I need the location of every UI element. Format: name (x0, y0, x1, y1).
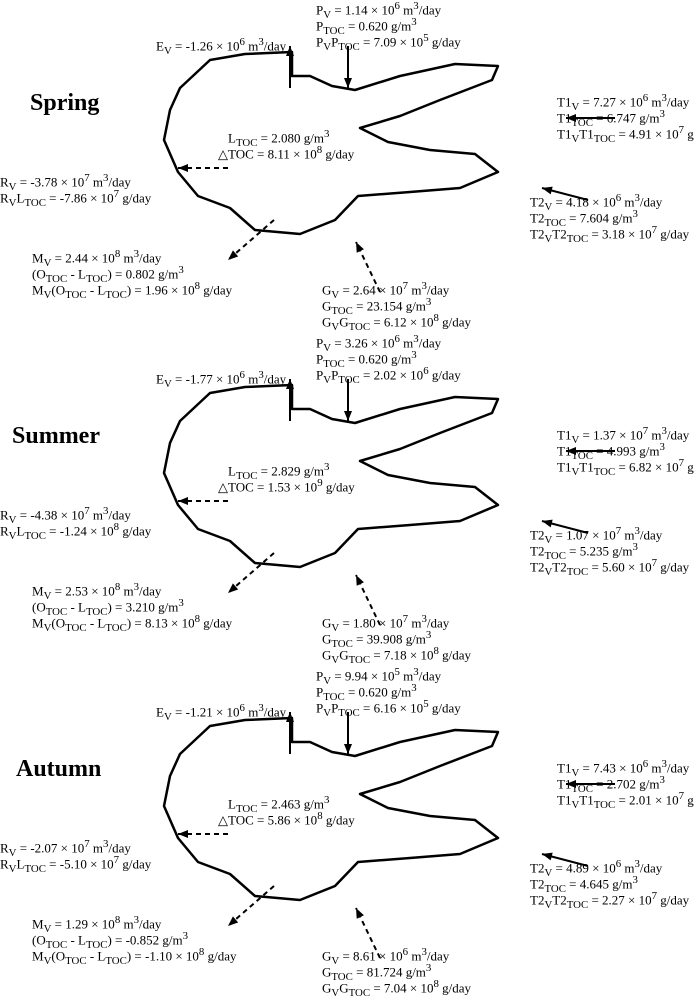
label-Gflux: GVGTOC = 7.18 × 108 g/day (322, 645, 471, 667)
label-Pflux: PVPTOC = 6.16 × 105 g/day (316, 698, 461, 720)
lake-outline (164, 718, 498, 900)
label-dTOC: △TOC = 5.86 × 108 g/day (218, 810, 355, 829)
label-E: EV = -1.26 × 106 m3/day (156, 36, 286, 58)
label-Gflux: GVGTOC = 6.12 × 108 g/day (322, 312, 471, 334)
label-Rflux: RVLTOC = -1.24 × 108 g/day (0, 521, 151, 543)
label-Pflux: PVPTOC = 2.02 × 106 g/day (316, 365, 461, 387)
label-Mflux: MV(OTOC - LTOC) = 8.13 × 108 g/day (32, 613, 232, 635)
label-Mflux: MV(OTOC - LTOC) = 1.96 × 108 g/day (32, 280, 232, 302)
page: SpringEV = -1.26 × 106 m3/dayPV = 1.14 ×… (0, 0, 694, 999)
panel-autumn: AutumnEV = -1.21 × 106 m3/dayPV = 9.94 ×… (0, 666, 694, 999)
label-dTOC: △TOC = 1.53 × 109 g/day (218, 477, 355, 496)
lake-outline (164, 52, 498, 234)
label-T2flux: T2VT2TOC = 5.60 × 107 g/day (530, 557, 689, 579)
label-dTOC: △TOC = 8.11 × 108 g/day (218, 144, 354, 163)
label-T1flux: T1VT1TOC = 2.01 × 107 g/day (557, 790, 694, 812)
panel-spring: SpringEV = -1.26 × 106 m3/dayPV = 1.14 ×… (0, 0, 694, 333)
label-T2flux: T2VT2TOC = 2.27 × 107 g/day (530, 890, 689, 912)
label-E: EV = -1.77 × 106 m3/day (156, 369, 286, 391)
label-Rflux: RVLTOC = -7.86 × 107 g/day (0, 188, 151, 210)
label-Pflux: PVPTOC = 7.09 × 105 g/day (316, 32, 461, 54)
label-Gflux: GVGTOC = 7.04 × 108 g/day (322, 978, 471, 1000)
label-Rflux: RVLTOC = -5.10 × 107 g/day (0, 854, 151, 876)
label-T1flux: T1VT1TOC = 4.91 × 107 g/day (557, 124, 694, 146)
lake-outline (164, 385, 498, 567)
label-T1flux: T1VT1TOC = 6.82 × 107 g/day (557, 457, 694, 479)
label-E: EV = -1.21 × 106 m3/day (156, 702, 286, 724)
label-T2flux: T2VT2TOC = 3.18 × 107 g/day (530, 224, 689, 246)
label-Mflux: MV(OTOC - LTOC) = -1.10 × 108 g/day (32, 946, 236, 968)
panel-summer: SummerEV = -1.77 × 106 m3/dayPV = 3.26 ×… (0, 333, 694, 666)
